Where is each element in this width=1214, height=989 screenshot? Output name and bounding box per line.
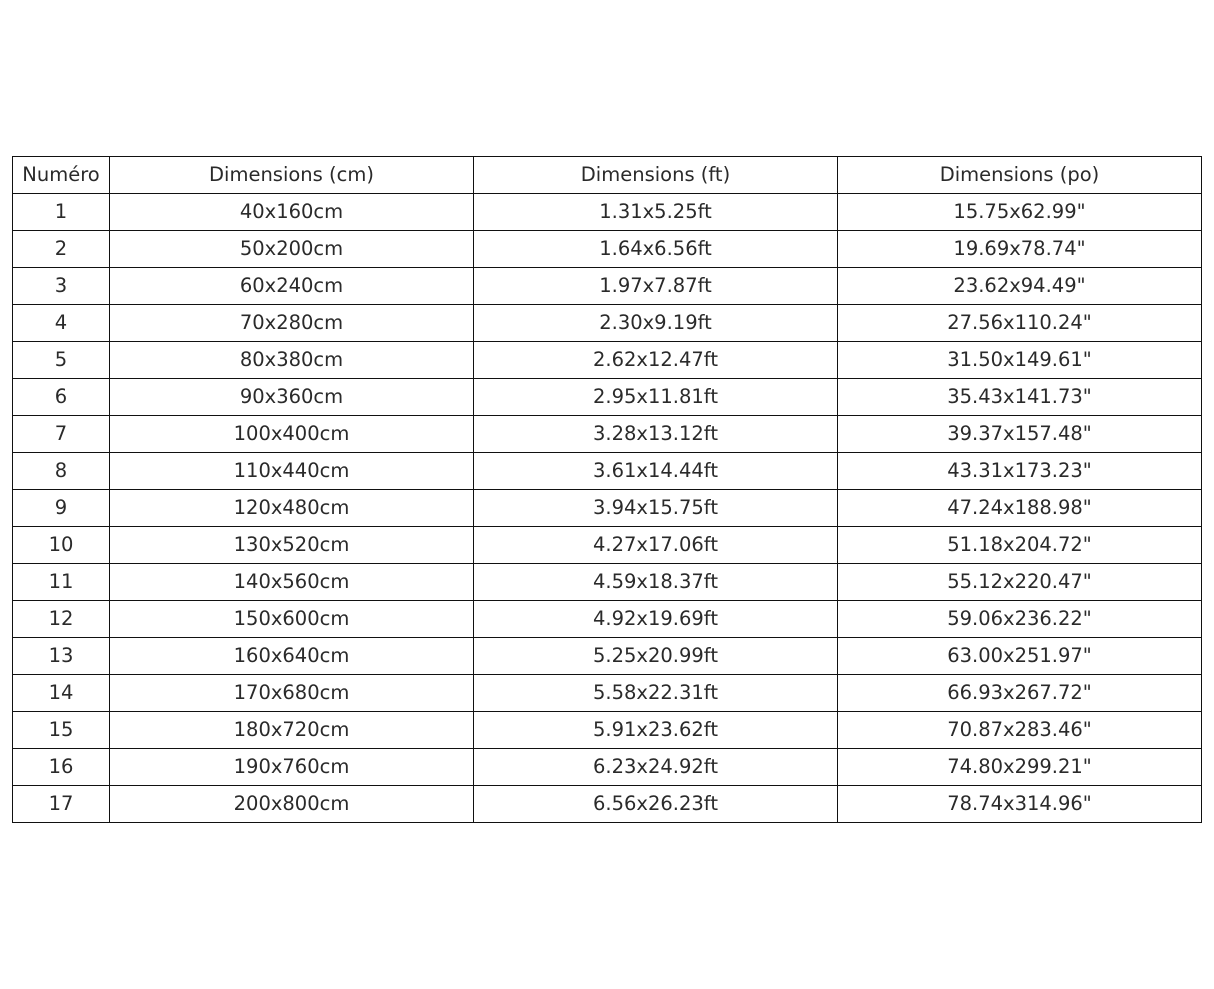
cell-numero: 6: [12, 378, 110, 416]
cell-dimensions-cm: 140x560cm: [109, 563, 474, 601]
table-row: 7 100x400cm 3.28x13.12ft 39.37x157.48": [12, 415, 1202, 453]
cell-dimensions-po: 78.74x314.96": [837, 785, 1202, 823]
cell-dimensions-cm: 200x800cm: [109, 785, 474, 823]
cell-dimensions-ft: 6.56x26.23ft: [473, 785, 838, 823]
cell-dimensions-cm: 100x400cm: [109, 415, 474, 453]
cell-dimensions-po: 35.43x141.73": [837, 378, 1202, 416]
cell-dimensions-po: 27.56x110.24": [837, 304, 1202, 342]
header-dimensions-cm: Dimensions (cm): [109, 156, 474, 194]
table-row: 16 190x760cm 6.23x24.92ft 74.80x299.21": [12, 748, 1202, 786]
table-row: 2 50x200cm 1.64x6.56ft 19.69x78.74": [12, 230, 1202, 268]
cell-dimensions-po: 74.80x299.21": [837, 748, 1202, 786]
cell-dimensions-cm: 90x360cm: [109, 378, 474, 416]
table-row: 13 160x640cm 5.25x20.99ft 63.00x251.97": [12, 637, 1202, 675]
cell-dimensions-ft: 5.91x23.62ft: [473, 711, 838, 749]
cell-dimensions-po: 55.12x220.47": [837, 563, 1202, 601]
size-table: Numéro Dimensions (cm) Dimensions (ft) D…: [12, 156, 1202, 823]
table-row: 14 170x680cm 5.58x22.31ft 66.93x267.72": [12, 674, 1202, 712]
cell-dimensions-ft: 3.94x15.75ft: [473, 489, 838, 527]
cell-dimensions-ft: 3.61x14.44ft: [473, 452, 838, 490]
cell-dimensions-ft: 5.58x22.31ft: [473, 674, 838, 712]
table-row: 9 120x480cm 3.94x15.75ft 47.24x188.98": [12, 489, 1202, 527]
cell-dimensions-ft: 6.23x24.92ft: [473, 748, 838, 786]
cell-dimensions-ft: 3.28x13.12ft: [473, 415, 838, 453]
cell-dimensions-ft: 1.97x7.87ft: [473, 267, 838, 305]
cell-dimensions-ft: 5.25x20.99ft: [473, 637, 838, 675]
table-row: 3 60x240cm 1.97x7.87ft 23.62x94.49": [12, 267, 1202, 305]
cell-numero: 12: [12, 600, 110, 638]
cell-dimensions-ft: 2.30x9.19ft: [473, 304, 838, 342]
cell-dimensions-po: 70.87x283.46": [837, 711, 1202, 749]
cell-numero: 13: [12, 637, 110, 675]
cell-dimensions-po: 15.75x62.99": [837, 193, 1202, 231]
table-row: 8 110x440cm 3.61x14.44ft 43.31x173.23": [12, 452, 1202, 490]
cell-numero: 7: [12, 415, 110, 453]
cell-numero: 14: [12, 674, 110, 712]
cell-dimensions-ft: 2.95x11.81ft: [473, 378, 838, 416]
cell-numero: 9: [12, 489, 110, 527]
cell-numero: 16: [12, 748, 110, 786]
table-row: 10 130x520cm 4.27x17.06ft 51.18x204.72": [12, 526, 1202, 564]
table-header: Numéro Dimensions (cm) Dimensions (ft) D…: [12, 156, 1202, 194]
cell-dimensions-cm: 110x440cm: [109, 452, 474, 490]
cell-dimensions-po: 51.18x204.72": [837, 526, 1202, 564]
cell-dimensions-ft: 1.64x6.56ft: [473, 230, 838, 268]
cell-dimensions-po: 63.00x251.97": [837, 637, 1202, 675]
table-row: 6 90x360cm 2.95x11.81ft 35.43x141.73": [12, 378, 1202, 416]
cell-dimensions-po: 19.69x78.74": [837, 230, 1202, 268]
table-row: 4 70x280cm 2.30x9.19ft 27.56x110.24": [12, 304, 1202, 342]
cell-numero: 3: [12, 267, 110, 305]
header-dimensions-po: Dimensions (po): [837, 156, 1202, 194]
cell-dimensions-po: 39.37x157.48": [837, 415, 1202, 453]
cell-dimensions-cm: 170x680cm: [109, 674, 474, 712]
cell-numero: 11: [12, 563, 110, 601]
cell-dimensions-po: 23.62x94.49": [837, 267, 1202, 305]
cell-dimensions-cm: 70x280cm: [109, 304, 474, 342]
cell-dimensions-cm: 190x760cm: [109, 748, 474, 786]
cell-numero: 17: [12, 785, 110, 823]
header-dimensions-ft: Dimensions (ft): [473, 156, 838, 194]
cell-dimensions-cm: 60x240cm: [109, 267, 474, 305]
header-row: Numéro Dimensions (cm) Dimensions (ft) D…: [12, 156, 1202, 194]
cell-dimensions-cm: 130x520cm: [109, 526, 474, 564]
cell-dimensions-ft: 1.31x5.25ft: [473, 193, 838, 231]
table-row: 15 180x720cm 5.91x23.62ft 70.87x283.46": [12, 711, 1202, 749]
cell-numero: 2: [12, 230, 110, 268]
cell-dimensions-cm: 40x160cm: [109, 193, 474, 231]
cell-dimensions-po: 31.50x149.61": [837, 341, 1202, 379]
cell-numero: 10: [12, 526, 110, 564]
cell-numero: 1: [12, 193, 110, 231]
cell-dimensions-po: 59.06x236.22": [837, 600, 1202, 638]
table-row: 17 200x800cm 6.56x26.23ft 78.74x314.96": [12, 785, 1202, 823]
cell-dimensions-cm: 180x720cm: [109, 711, 474, 749]
cell-numero: 8: [12, 452, 110, 490]
cell-numero: 5: [12, 341, 110, 379]
cell-numero: 4: [12, 304, 110, 342]
cell-dimensions-po: 43.31x173.23": [837, 452, 1202, 490]
header-numero: Numéro: [12, 156, 110, 194]
cell-dimensions-cm: 50x200cm: [109, 230, 474, 268]
cell-dimensions-ft: 4.27x17.06ft: [473, 526, 838, 564]
cell-dimensions-ft: 4.59x18.37ft: [473, 563, 838, 601]
cell-dimensions-cm: 160x640cm: [109, 637, 474, 675]
cell-dimensions-po: 66.93x267.72": [837, 674, 1202, 712]
cell-dimensions-ft: 2.62x12.47ft: [473, 341, 838, 379]
table-row: 5 80x380cm 2.62x12.47ft 31.50x149.61": [12, 341, 1202, 379]
cell-dimensions-cm: 150x600cm: [109, 600, 474, 638]
cell-dimensions-cm: 80x380cm: [109, 341, 474, 379]
cell-dimensions-po: 47.24x188.98": [837, 489, 1202, 527]
table-row: 1 40x160cm 1.31x5.25ft 15.75x62.99": [12, 193, 1202, 231]
cell-dimensions-cm: 120x480cm: [109, 489, 474, 527]
cell-dimensions-ft: 4.92x19.69ft: [473, 600, 838, 638]
cell-numero: 15: [12, 711, 110, 749]
table-body: 1 40x160cm 1.31x5.25ft 15.75x62.99" 2 50x200c…: [12, 193, 1202, 823]
table-row: 12 150x600cm 4.92x19.69ft 59.06x236.22": [12, 600, 1202, 638]
table-row: 11 140x560cm 4.59x18.37ft 55.12x220.47": [12, 563, 1202, 601]
